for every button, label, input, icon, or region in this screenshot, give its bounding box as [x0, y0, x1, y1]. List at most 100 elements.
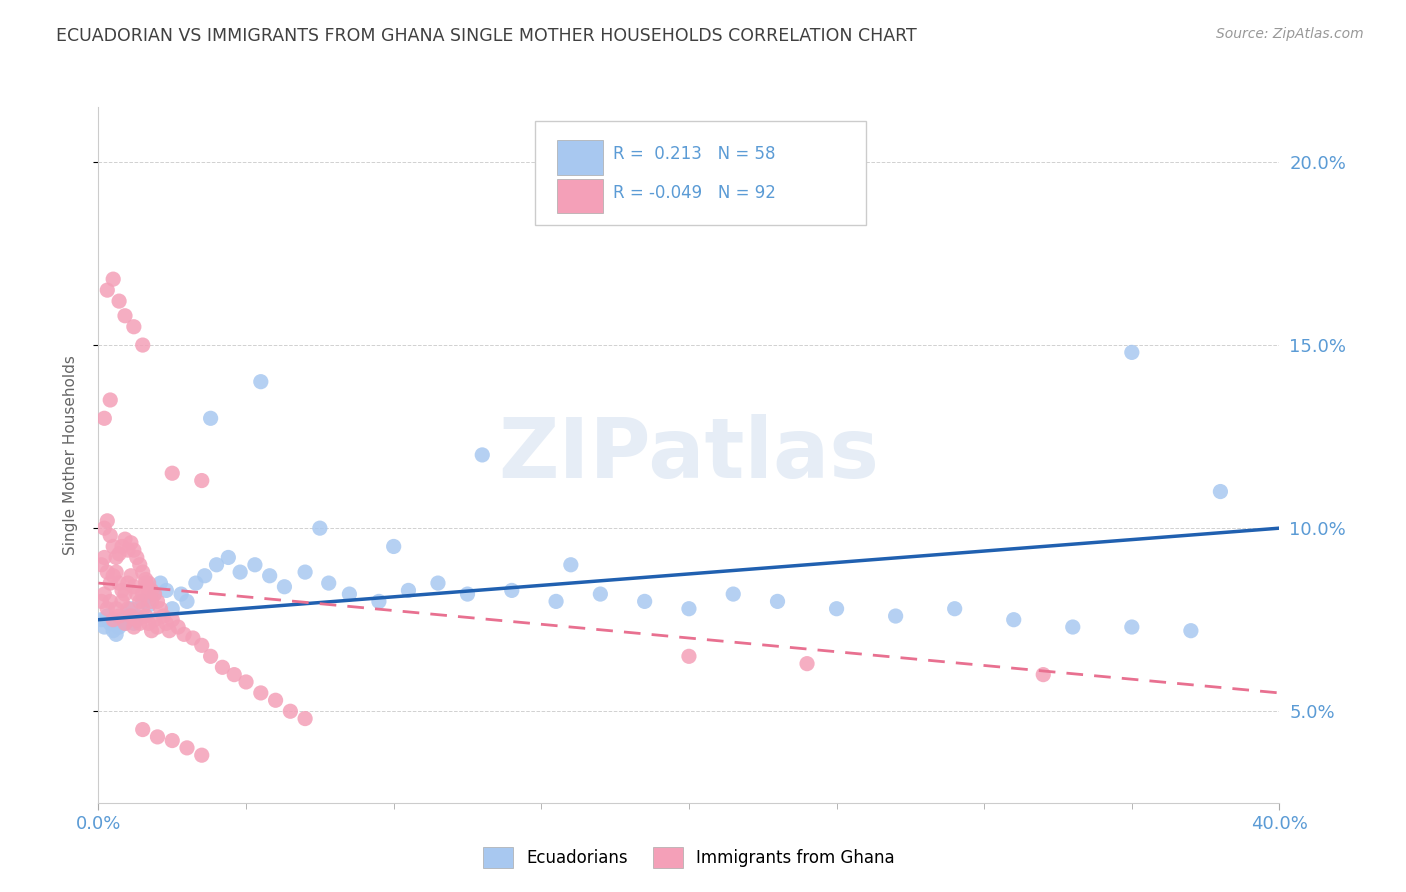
Point	[173, 627, 195, 641]
Point	[259, 568, 281, 582]
Point	[117, 576, 139, 591]
Point	[132, 601, 155, 615]
Point	[884, 609, 907, 624]
Point	[114, 587, 136, 601]
Point	[1121, 620, 1143, 634]
Point	[243, 558, 266, 572]
Point	[294, 712, 316, 726]
Point	[723, 587, 745, 601]
Point	[120, 536, 142, 550]
Point	[138, 598, 160, 612]
Point	[96, 601, 118, 615]
Legend: Ecuadorians, Immigrants from Ghana: Ecuadorians, Immigrants from Ghana	[477, 841, 901, 874]
Point	[250, 686, 273, 700]
Text: ZIPatlas: ZIPatlas	[499, 415, 879, 495]
FancyBboxPatch shape	[557, 140, 603, 175]
Point	[105, 627, 128, 641]
Point	[796, 657, 818, 671]
Point	[108, 620, 131, 634]
Point	[122, 580, 145, 594]
Point	[211, 660, 233, 674]
Point	[181, 631, 204, 645]
Point	[98, 528, 121, 542]
Point	[200, 649, 222, 664]
Point	[103, 613, 125, 627]
Point	[427, 576, 450, 591]
Point	[396, 583, 419, 598]
Point	[678, 601, 700, 615]
Point	[96, 514, 118, 528]
Point	[339, 587, 360, 601]
Point	[264, 693, 287, 707]
Point	[90, 613, 112, 627]
Point	[103, 568, 125, 582]
Point	[108, 294, 131, 309]
Point	[117, 543, 139, 558]
Point	[191, 474, 214, 488]
Point	[93, 620, 115, 634]
Point	[678, 649, 700, 664]
Point	[105, 601, 128, 615]
Point	[125, 550, 148, 565]
Point	[98, 616, 121, 631]
Point	[471, 448, 494, 462]
Point	[111, 583, 134, 598]
Point	[117, 609, 139, 624]
Point	[589, 587, 612, 601]
Point	[146, 730, 169, 744]
Point	[170, 587, 193, 601]
Point	[132, 594, 155, 608]
Point	[114, 309, 136, 323]
Point	[120, 601, 142, 615]
Point	[105, 550, 128, 565]
Point	[456, 587, 478, 601]
Point	[229, 565, 252, 579]
Point	[90, 594, 112, 608]
Point	[194, 568, 217, 582]
Point	[96, 565, 118, 579]
Point	[132, 338, 155, 352]
Point	[191, 748, 214, 763]
Point	[191, 638, 214, 652]
Point	[132, 587, 155, 601]
Point	[1180, 624, 1202, 638]
Point	[382, 540, 405, 554]
Point	[111, 540, 134, 554]
Point	[546, 594, 568, 608]
Point	[146, 594, 169, 608]
Point	[135, 573, 157, 587]
Point	[105, 565, 128, 579]
Point	[825, 601, 848, 615]
Point	[120, 568, 142, 582]
Point	[162, 467, 183, 481]
Point	[125, 609, 148, 624]
Point	[128, 558, 150, 572]
Point	[943, 601, 966, 615]
Point	[135, 609, 157, 624]
Point	[111, 613, 134, 627]
Point	[200, 411, 222, 425]
Point	[176, 740, 198, 755]
Point	[162, 601, 183, 615]
Point	[560, 558, 582, 572]
Point	[138, 583, 160, 598]
Point	[114, 616, 136, 631]
Point	[157, 624, 180, 638]
Point	[149, 601, 172, 615]
Point	[132, 565, 155, 579]
Point	[120, 609, 142, 624]
Point	[184, 576, 207, 591]
Point	[93, 411, 115, 425]
Point	[98, 576, 121, 591]
Point	[103, 540, 125, 554]
Point	[318, 576, 340, 591]
Y-axis label: Single Mother Households: Single Mother Households	[63, 355, 77, 555]
Point	[1209, 484, 1232, 499]
Point	[141, 583, 163, 598]
Point	[278, 704, 302, 718]
Point	[766, 594, 789, 608]
Point	[128, 594, 150, 608]
Text: ECUADORIAN VS IMMIGRANTS FROM GHANA SINGLE MOTHER HOUSEHOLDS CORRELATION CHART: ECUADORIAN VS IMMIGRANTS FROM GHANA SING…	[56, 27, 917, 45]
Point	[217, 550, 239, 565]
Point	[122, 616, 145, 631]
